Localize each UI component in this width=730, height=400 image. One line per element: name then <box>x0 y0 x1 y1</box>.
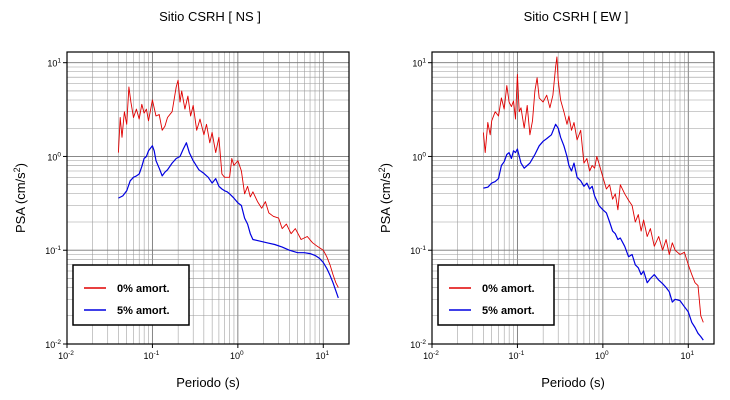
legend-box <box>437 264 555 326</box>
y-axis-label: PSA (cm/s2) <box>12 163 28 233</box>
y-tick-label: 101 <box>412 58 426 69</box>
chart-panel-1: 10-2 10-1 100 101 10-2 10-1 100 101 Sitio CSRH [… <box>12 9 350 390</box>
x-tick-label: 101 <box>315 350 329 361</box>
x-tick-label: 100 <box>230 350 244 361</box>
chart-title: Sitio CSRH [ NS ] <box>159 9 261 24</box>
series-line-blue <box>483 123 704 341</box>
x-tick-label: 100 <box>595 350 609 361</box>
x-tick-label: 10-2 <box>423 350 439 361</box>
y-tick-label: 10-1 <box>45 245 61 256</box>
legend-label: 0% amort. <box>482 283 535 295</box>
x-tick-label: 101 <box>680 350 694 361</box>
x-tick-label: 10-1 <box>509 350 525 361</box>
plot-frame <box>431 51 715 345</box>
y-tick-label: 10-2 <box>410 339 426 350</box>
y-axis-label: PSA (cm/s2) <box>377 163 393 233</box>
x-axis-label: Periodo (s) <box>176 375 240 390</box>
chart-title: Sitio CSRH [ EW ] <box>524 9 629 24</box>
legend-label: 0% amort. <box>117 283 170 295</box>
legend: 0% amort. 5% amort. <box>437 264 555 326</box>
plot-frame <box>66 51 350 345</box>
y-tick-label: 10-2 <box>45 339 61 350</box>
chart-panel-2: 10-2 10-1 100 101 10-2 10-1 100 101 Sitio CSRH [… <box>377 9 715 390</box>
y-tick-label: 101 <box>47 58 61 69</box>
legend-label: 5% amort. <box>117 305 170 317</box>
legend-label: 5% amort. <box>482 305 535 317</box>
series-line-red <box>482 56 704 323</box>
series-line-red <box>117 79 339 288</box>
x-tick-label: 10-1 <box>144 350 160 361</box>
y-tick-label: 100 <box>47 151 61 162</box>
legend-box <box>72 264 190 326</box>
y-tick-label: 10-1 <box>410 245 426 256</box>
series-line-blue <box>118 142 339 299</box>
legend: 0% amort. 5% amort. <box>72 264 190 326</box>
x-axis-label: Periodo (s) <box>541 375 605 390</box>
y-tick-label: 100 <box>412 151 426 162</box>
x-tick-label: 10-2 <box>58 350 74 361</box>
